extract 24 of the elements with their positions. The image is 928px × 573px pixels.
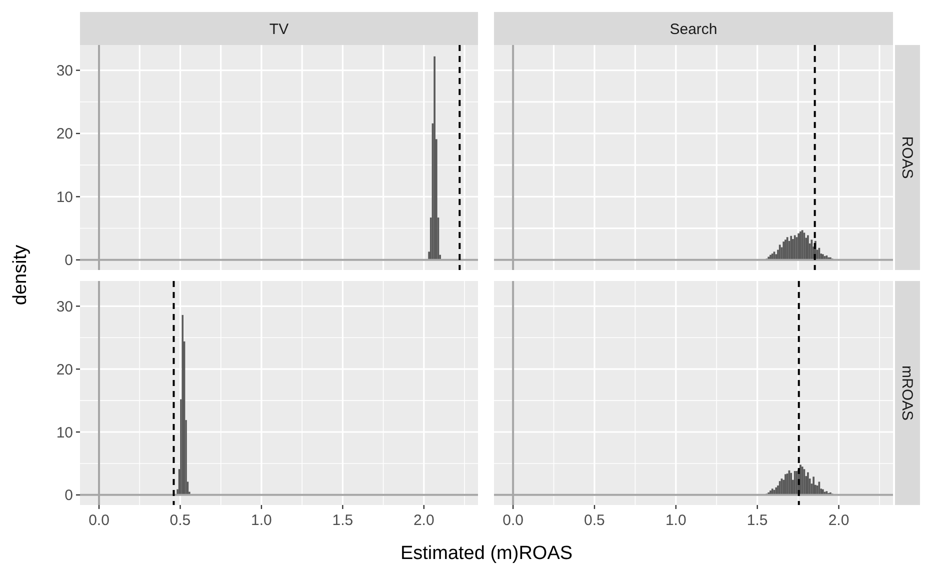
x-tick-label: 1.0 xyxy=(665,512,686,529)
x-tick-label: 0.5 xyxy=(584,512,605,529)
y-tick-label: 10 xyxy=(56,188,73,206)
chart-title: TV xyxy=(269,20,289,38)
x-tick-label: 0.5 xyxy=(170,512,191,529)
y-tick-label: 20 xyxy=(56,361,73,378)
x-tick-label: 2.0 xyxy=(413,512,434,529)
x-axis-title: Estimated (m)ROAS xyxy=(400,543,573,564)
x-tick-label: 0.0 xyxy=(502,512,524,529)
x-tick-label: 1.5 xyxy=(746,512,768,529)
x-tick-label: 0.0 xyxy=(88,512,110,529)
y-tick-label: 10 xyxy=(56,424,73,442)
x-tick-label: 1.0 xyxy=(251,512,272,529)
y-tick-label: 30 xyxy=(56,298,73,316)
y-tick-label: 20 xyxy=(56,126,73,143)
y-tick-label: 30 xyxy=(56,62,73,80)
chart-title: Search xyxy=(670,20,718,38)
x-tick-label: 2.0 xyxy=(828,512,850,529)
y2-axis-title: mROAS xyxy=(898,365,916,421)
y-axis-title: density xyxy=(10,244,31,306)
y-tick-label: 0 xyxy=(64,487,73,504)
y-tick-label: 0 xyxy=(64,252,73,270)
x-tick-label: 1.5 xyxy=(332,512,354,529)
y2-axis-title: ROAS xyxy=(898,136,916,179)
